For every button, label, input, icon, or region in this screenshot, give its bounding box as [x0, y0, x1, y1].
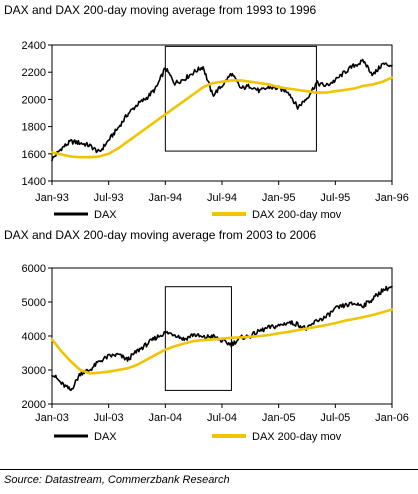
- chart-1-x-tick-label: Jan-95: [262, 192, 296, 204]
- chart-1-y-tick-label: 1400: [22, 176, 46, 188]
- chart-1-y-tick-label: 2200: [22, 67, 46, 79]
- source-note: Source: Datastream, Commerzbank Research: [4, 474, 230, 486]
- chart-2-title: DAX and DAX 200-day moving average from …: [4, 228, 317, 242]
- chart-2-x-tick-label: Jan-06: [375, 412, 409, 424]
- source-divider: [0, 469, 418, 470]
- chart-1-y-tick-label: 2400: [22, 40, 46, 52]
- chart-2-x-tick-label: Jan-04: [149, 412, 183, 424]
- chart-2-x-tick-label: Jan-03: [35, 412, 69, 424]
- chart-2-legend-label-moving-average: DAX 200-day mov: [252, 431, 342, 443]
- chart-2-y-tick-label: 3000: [22, 365, 46, 377]
- chart-2-svg: 2000 3000 4000 5000 6000 Jan-03 Jul-03 Jan-04 Ju…: [22, 263, 409, 443]
- chart-1-x-tick-label: Jul-93: [94, 192, 124, 204]
- chart-2-x-tick-label: Jul-03: [94, 412, 124, 424]
- chart-1-y-tick-label: 1800: [22, 122, 46, 134]
- chart-2-x-tick-label: Jul-05: [320, 412, 350, 424]
- chart-1-svg: 1400 1600 1800 2000 2200 2400 Jan-93 Jul-93 Jan-…: [22, 40, 409, 221]
- chart-1-x-tick-label: Jul-95: [320, 192, 350, 204]
- chart-1-legend-label-dax: DAX: [94, 209, 117, 221]
- chart-2-y-tick-label: 6000: [22, 263, 46, 275]
- chart-1-x-tick-label: Jan-94: [149, 192, 183, 204]
- chart-1-y-tick-label: 2000: [22, 94, 46, 106]
- chart-1-plot-frame: [51, 44, 393, 182]
- chart-2-x-tick-label: Jan-05: [262, 412, 296, 424]
- chart-1-legend-label-moving-average: DAX 200-day mov: [252, 209, 342, 221]
- chart-2: 2000 3000 4000 5000 6000 Jan-03 Jul-03 Jan-04 Ju…: [0, 228, 418, 468]
- chart-2-y-tick-label: 2000: [22, 399, 46, 411]
- chart-1-series-dax-line: [51, 58, 393, 162]
- chart-1-series-moving-average-line: [50, 76, 394, 159]
- chart-1-x-tick-label: Jan-96: [375, 192, 409, 204]
- chart-1-x-tick-label: Jul-94: [207, 192, 237, 204]
- chart-2-plot-frame: [51, 267, 393, 405]
- chart-1-title: DAX and DAX 200-day moving average from …: [4, 3, 317, 17]
- chart-2-y-tick-label: 4000: [22, 331, 46, 343]
- chart-2-series-moving-average-line: [50, 308, 394, 375]
- chart-2-y-tick-label: 5000: [22, 297, 46, 309]
- chart-1-highlight-box: [164, 45, 317, 152]
- chart-2-series-dax-line: [51, 285, 393, 392]
- chart-1-x-tick-label: Jan-93: [35, 192, 69, 204]
- chart-1-y-tick-label: 1600: [22, 149, 46, 161]
- chart-1: 1400 1600 1800 2000 2200 2400 Jan-93 Jul-93 Jan-…: [0, 0, 418, 228]
- chart-2-x-tick-label: Jul-04: [207, 412, 237, 424]
- chart-2-legend-label-dax: DAX: [94, 431, 117, 443]
